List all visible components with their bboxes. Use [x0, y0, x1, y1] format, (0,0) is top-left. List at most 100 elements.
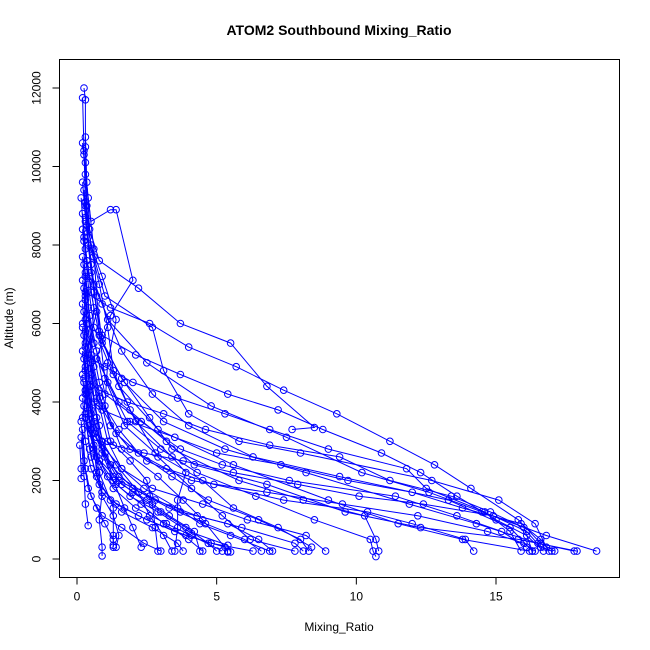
- data-point: [81, 268, 90, 277]
- data-point: [296, 449, 305, 457]
- data-point: [78, 252, 87, 261]
- data-point: [117, 347, 126, 355]
- data-point: [148, 523, 157, 532]
- x-tick-label: 10: [350, 590, 364, 604]
- data-point: [134, 512, 143, 520]
- data-point: [291, 539, 299, 548]
- data-point: [497, 527, 506, 536]
- data-point: [492, 516, 500, 524]
- data-point: [112, 500, 120, 508]
- data-point: [140, 449, 148, 457]
- series-profile-19: [78, 276, 162, 555]
- series-profile-45: [78, 319, 548, 555]
- data-point: [76, 441, 84, 450]
- data-point: [458, 504, 467, 512]
- series-line: [82, 303, 201, 552]
- series-profile-32: [80, 378, 308, 555]
- y-tick-label: 12000: [30, 71, 44, 105]
- data-point: [461, 535, 470, 544]
- data-point: [176, 319, 185, 328]
- data-point: [154, 508, 162, 516]
- data-point: [335, 472, 344, 481]
- data-point: [179, 496, 187, 504]
- data-point: [80, 233, 88, 241]
- data-point: [154, 547, 162, 555]
- data-point: [103, 437, 112, 446]
- data-point: [184, 343, 193, 351]
- data-point: [168, 445, 176, 453]
- data-point: [469, 547, 478, 555]
- data-point: [319, 425, 327, 434]
- data-point: [408, 488, 417, 497]
- data-point: [377, 449, 386, 457]
- data-point: [101, 362, 109, 371]
- data-point: [193, 468, 201, 477]
- data-point: [168, 472, 176, 481]
- data-point: [265, 441, 274, 450]
- data-point: [77, 474, 85, 483]
- data-point: [302, 531, 310, 540]
- data-point: [333, 410, 341, 418]
- data-point: [151, 449, 159, 457]
- data-point: [159, 410, 168, 418]
- data-point: [129, 523, 137, 532]
- data-point: [263, 480, 271, 489]
- data-point: [173, 496, 182, 504]
- data-point: [126, 492, 134, 501]
- data-point: [134, 284, 143, 293]
- y-tick-label: 4000: [30, 388, 44, 415]
- series-profile-30: [81, 362, 330, 555]
- data-point: [182, 531, 190, 540]
- data-point: [372, 552, 380, 561]
- data-point: [522, 531, 531, 540]
- data-point: [254, 535, 263, 544]
- data-point: [386, 476, 394, 485]
- series-line: [83, 378, 533, 552]
- data-point: [81, 217, 90, 226]
- series-profile-23: [80, 307, 539, 555]
- data-point: [279, 386, 288, 395]
- data-point: [80, 355, 88, 363]
- data-point: [80, 150, 88, 159]
- data-point: [78, 319, 87, 328]
- data-point: [428, 476, 436, 485]
- data-point: [106, 304, 115, 312]
- data-point: [224, 519, 232, 528]
- data-point: [179, 457, 187, 465]
- data-point: [453, 512, 461, 520]
- data-point: [238, 523, 246, 532]
- data-point: [109, 512, 118, 520]
- data-point: [550, 547, 559, 555]
- data-point: [131, 417, 140, 426]
- data-point: [570, 547, 579, 555]
- data-point: [422, 484, 431, 493]
- series-line: [82, 429, 162, 552]
- data-point: [92, 504, 101, 512]
- series-profile-41: [78, 413, 556, 555]
- data-point: [98, 300, 106, 308]
- data-point: [335, 453, 344, 461]
- x-axis: 0 5 10 15: [74, 577, 503, 604]
- data-point: [221, 410, 229, 418]
- data-point: [305, 547, 313, 555]
- data-point: [536, 539, 545, 548]
- data-point: [358, 468, 366, 477]
- data-point: [293, 480, 302, 489]
- data-point: [80, 284, 88, 293]
- series-line: [83, 264, 527, 548]
- data-point: [81, 500, 90, 508]
- data-point: [268, 547, 277, 555]
- data-point: [140, 484, 148, 493]
- series-line: [84, 248, 380, 552]
- series-line: [84, 343, 273, 552]
- data-point: [324, 445, 333, 453]
- data-point: [224, 548, 232, 556]
- data-point: [80, 402, 88, 410]
- data-point: [117, 508, 126, 516]
- data-point: [78, 425, 87, 434]
- data-point: [112, 205, 120, 214]
- series-line: [82, 323, 544, 552]
- y-axis-label: Altitude (m): [2, 287, 16, 348]
- series-line: [80, 437, 89, 526]
- data-point: [80, 331, 88, 340]
